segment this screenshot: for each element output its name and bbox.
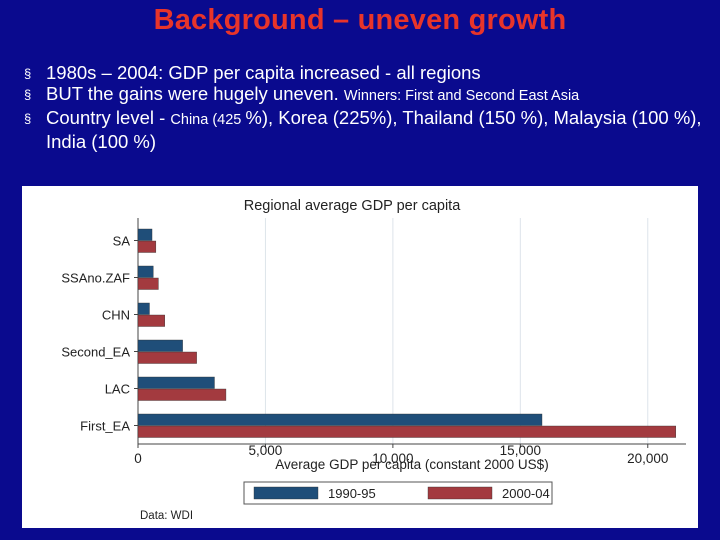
bullet-list: § 1980s – 2004: GDP per capita increased… (22, 62, 712, 152)
x-tick-label: 15,000 (500, 443, 541, 458)
gdp-bar-chart: Regional average GDP per capita SA SSAno.Z… (61, 198, 686, 522)
chart-title: Regional average GDP per capita (244, 198, 461, 214)
x-tick-label: 5,000 (249, 443, 283, 458)
category-label: SSAno.ZAF (61, 271, 130, 286)
bullet-marker: § (24, 87, 32, 102)
data-source-note: Data: WDI (140, 510, 193, 522)
legend-swatch (253, 486, 319, 500)
category-label: First_EA (80, 419, 130, 434)
x-tick-label: 0 (134, 451, 142, 466)
legend-label: 1990-95 (328, 486, 376, 501)
category-label: Second_EA (61, 345, 130, 360)
bar-ssano.zaf-1990-95 (137, 265, 154, 278)
bullet-text: BUT the gains were hugely uneven. (46, 83, 344, 104)
slide-title: Background – uneven growth (153, 4, 567, 36)
bar-first_ea-1990-95 (137, 413, 543, 426)
x-axis-label: Average GDP per capita (constant 2000 US… (275, 457, 548, 472)
x-tick-label: 20,000 (627, 451, 668, 466)
bar-second_ea-2000-04 (137, 351, 197, 364)
bullet-item-2: § BUT the gains were hugely uneven. Winn… (22, 83, 712, 107)
bar-lac-1990-95 (137, 376, 215, 389)
bullet-item-3: § Country level - China (425 %), Korea (… (22, 107, 712, 152)
bar-first_ea-2000-04 (137, 425, 677, 438)
bar-sa-2000-04 (137, 240, 157, 253)
bullet-marker: § (24, 111, 32, 126)
bar-second_ea-1990-95 (137, 339, 183, 352)
bar-sa-1990-95 (137, 228, 153, 241)
chart-panel: Regional average GDP per capita SA SSAno.Z… (22, 186, 698, 528)
category-label: SA (113, 234, 131, 249)
bar-lac-2000-04 (137, 388, 227, 401)
bullet-text-post: %), Korea (225%), Thailand (150 %), Mala… (46, 107, 702, 152)
bar-chn-1990-95 (137, 302, 150, 315)
legend-swatch (427, 486, 493, 500)
bullet-text: Country level - (46, 107, 171, 128)
bullet-text: 1980s – 2004: GDP per capita increased -… (46, 62, 481, 83)
category-label: CHN (102, 308, 130, 323)
bar-ssano.zaf-2000-04 (137, 277, 159, 290)
category-label: LAC (105, 382, 130, 397)
x-tick-label: 10,000 (372, 451, 413, 466)
bar-chn-2000-04 (137, 314, 165, 327)
bullet-text-small: Winners: First and Second East Asia (343, 88, 580, 104)
legend-label: 2000-04 (502, 486, 550, 501)
bullet-marker: § (24, 66, 32, 81)
bullet-text-small: China (425 (170, 112, 246, 128)
bullet-item-1: § 1980s – 2004: GDP per capita increased… (22, 62, 712, 83)
